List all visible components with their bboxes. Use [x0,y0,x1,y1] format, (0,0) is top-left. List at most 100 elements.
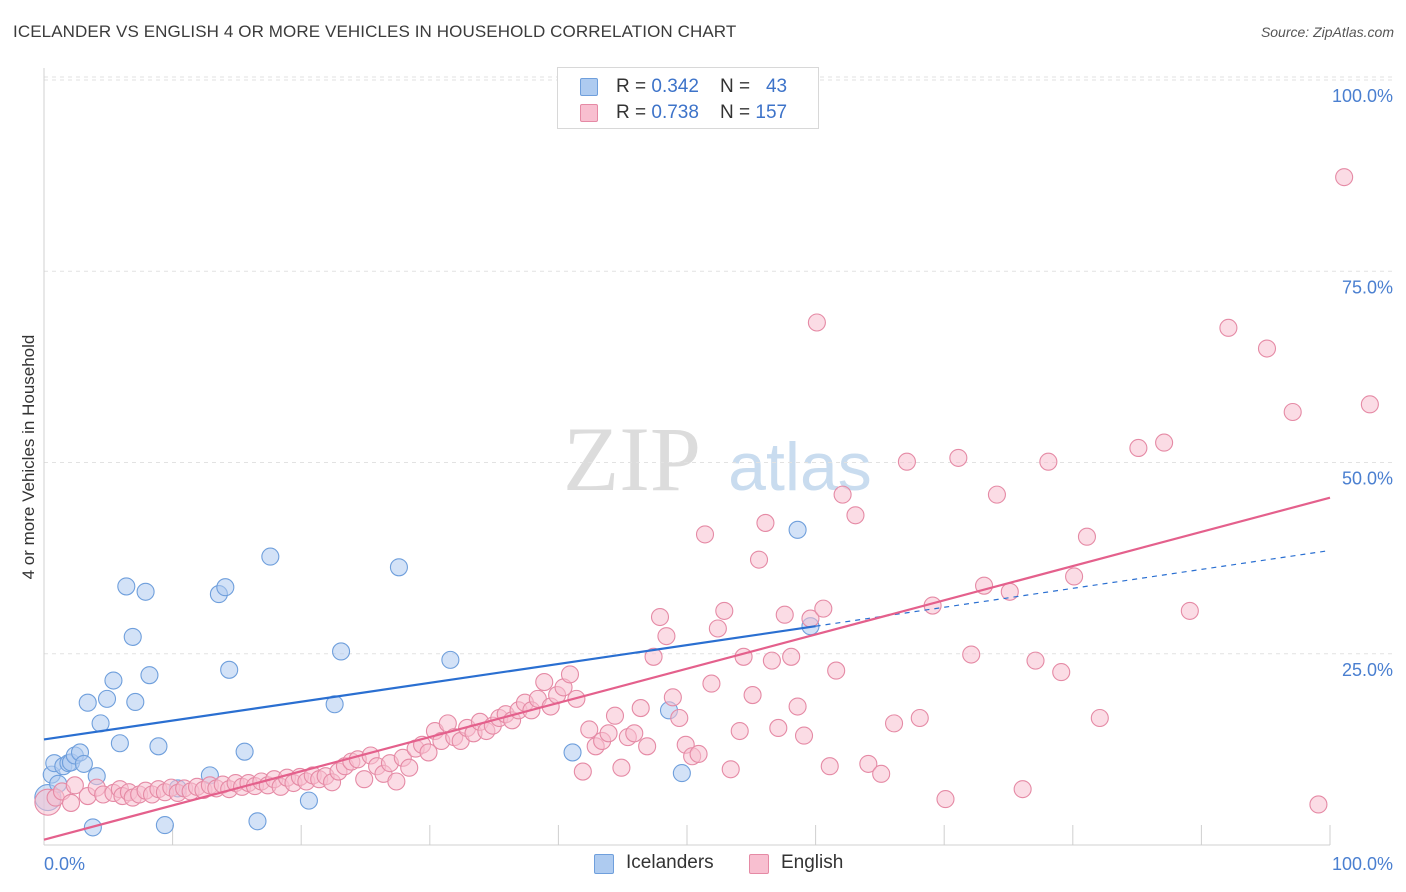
data-point [962,645,981,664]
data-point [936,790,955,809]
data-point [599,724,618,743]
legend-swatch-english [580,104,598,122]
data-point [441,650,460,669]
data-point [332,642,351,661]
data-point [1090,708,1109,728]
data-point [97,689,117,708]
legend-r-value: 0.342 [651,76,699,97]
data-point [1180,601,1199,620]
legend-label-english: English [781,852,844,873]
trend-lines [43,496,1331,841]
data-point [123,627,142,646]
data-point [1129,438,1148,458]
data-point [775,605,794,624]
data-point [734,647,753,666]
legend-n-value: 43 [765,76,788,97]
data-point [389,558,408,577]
data-point [897,452,916,471]
data-point [814,599,833,618]
legend-r-value: 0.738 [651,102,699,123]
data-point [769,718,788,738]
data-point [126,692,145,711]
chart-title: ICELANDER VS ENGLISH 4 OR MORE VEHICLES … [13,22,737,41]
data-point [650,607,670,627]
data-point [788,697,807,716]
data-point [762,651,781,670]
data-point [1039,452,1058,471]
data-point [387,772,406,791]
data-point [117,577,136,596]
watermark: ZIP atlas [563,408,872,510]
data-point [580,720,599,739]
data-point [987,485,1006,504]
data-point [702,674,721,693]
legend-n-label: N = [720,102,756,123]
data-point [1309,795,1328,814]
legend-label-icelanders: Icelanders [626,852,714,873]
data-point [1360,395,1379,414]
data-point [794,726,814,745]
data-point [749,550,769,569]
data-point [136,582,155,601]
data-point [149,737,168,756]
data-point [261,547,280,566]
data-point [743,686,762,705]
trend-line [43,496,1331,841]
watermark-zip: ZIP [563,408,701,510]
data-point [689,744,708,764]
data-point [419,743,438,762]
y-tick-label: 100.0% [1332,86,1393,106]
data-point [563,743,582,762]
data-point [235,742,254,761]
data-point [721,760,740,779]
data-point [248,812,267,831]
x-tick-label: 100.0% [1332,854,1393,874]
legend-n-label: N = [720,76,756,97]
data-point [820,757,839,776]
legend-swatch-icelanders [594,854,614,874]
data-point [560,665,580,684]
grid-lines [44,76,1395,655]
series-icelanders [34,520,820,837]
data-point [573,762,592,781]
data-point [140,666,159,685]
data-point [1013,780,1032,799]
x-tick-label: 0.0% [44,854,85,874]
data-point [872,764,891,783]
data-point [78,693,97,712]
data-point [708,619,727,638]
data-point [638,737,657,756]
axes [43,68,1331,846]
y-tick-label: 25.0% [1342,660,1393,680]
data-point [663,688,682,707]
data-point [1000,582,1019,601]
trend-line [43,625,816,741]
data-point [949,448,968,467]
data-point [715,601,734,620]
data-point [631,699,650,718]
data-point [672,764,691,783]
y-axis-label: 4 or more Vehicles in Household [19,334,38,580]
data-point [807,313,826,332]
legend-swatch-icelanders [580,78,598,96]
data-point [74,754,93,773]
data-point [756,513,775,532]
data-point [605,706,625,725]
data-point [788,520,807,539]
data-point [220,660,239,679]
data-point [670,708,689,728]
stats-legend: R = 0.342 N = 43 R = 0.738 N = 157 [557,67,819,129]
data-point [612,758,631,777]
data-point [644,647,663,666]
data-point [657,627,676,646]
data-point [110,734,129,753]
data-point [1155,433,1174,452]
data-point [859,754,878,773]
data-point [782,647,801,666]
data-point [216,578,235,597]
data-point [827,661,846,680]
legend-swatch-english [749,854,769,874]
legend-n-value: 157 [755,102,788,123]
source-label: Source: ZipAtlas.com [1260,24,1394,40]
